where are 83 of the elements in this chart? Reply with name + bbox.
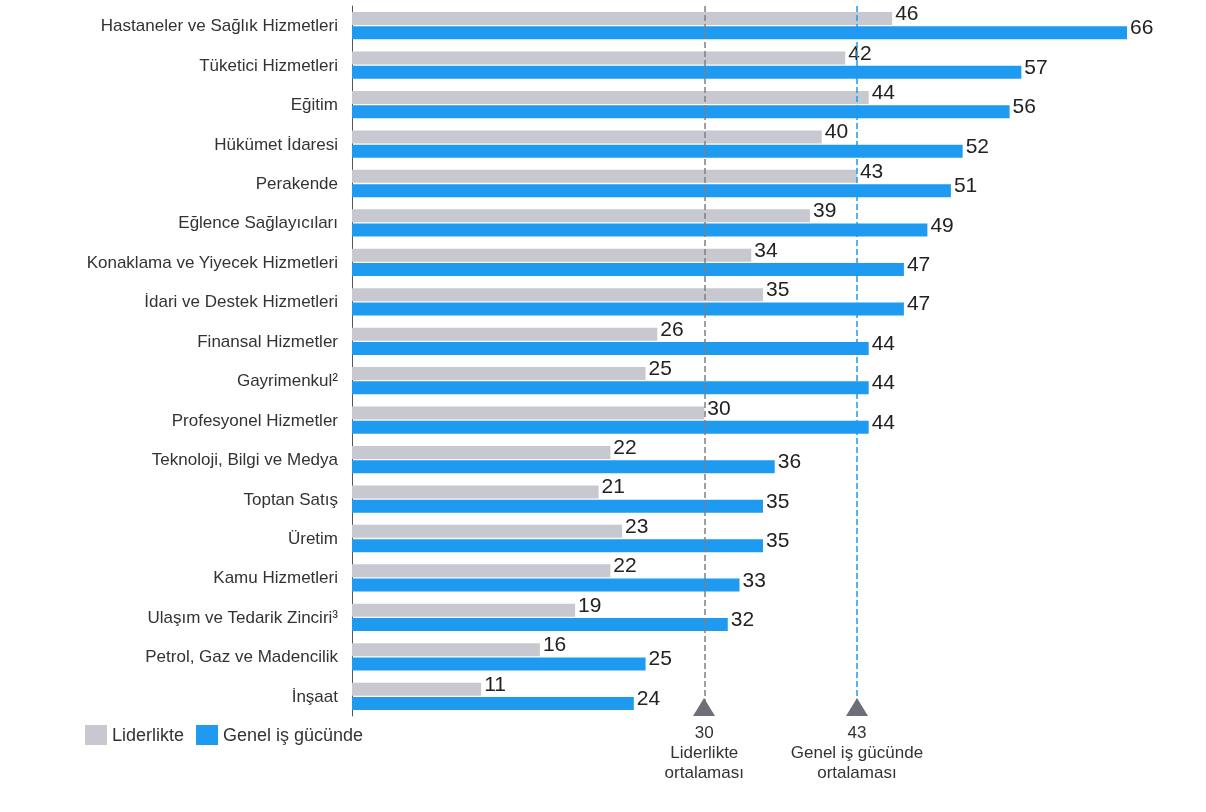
legend-label: Genel iş gücünde (223, 725, 364, 745)
bar (352, 603, 576, 617)
data-label: 25 (648, 646, 672, 670)
data-label: 51 (953, 173, 978, 197)
bar (352, 564, 611, 578)
bar (352, 578, 740, 592)
data-label: 52 (965, 133, 989, 157)
data-label: 25 (648, 356, 672, 380)
y-tick-label: Hastaneler ve Sağlık Hizmetleri (100, 16, 338, 36)
y-tick-label: Konaklama ve Yiyecek Hizmetleri (86, 252, 338, 272)
y-tick-label: Kamu Hizmetleri (213, 568, 338, 588)
bar (352, 696, 634, 710)
bar (352, 682, 482, 696)
y-tick-label: Toptan Satış (243, 489, 338, 509)
data-label: 44 (871, 79, 896, 103)
bar (352, 169, 857, 183)
y-tick-label: Finansal Hizmetler (197, 331, 339, 351)
bar (352, 485, 599, 499)
data-label: 40 (824, 119, 849, 143)
bar (352, 618, 728, 632)
data-label: 42 (848, 40, 872, 64)
ref-line-label: 30 Liderlikte ortalaması (664, 722, 744, 782)
data-label: 47 (906, 252, 931, 276)
y-tick-label: Tüketici Hizmetleri (199, 55, 338, 75)
bar (352, 130, 822, 144)
y-tick-label: Teknoloji, Bilgi ve Medya (151, 450, 339, 470)
data-label: 39 (812, 198, 837, 222)
bar (352, 643, 540, 657)
bar (352, 248, 752, 262)
bar (352, 445, 611, 459)
y-tick-label: Perakende (255, 174, 338, 193)
data-label: 16 (542, 632, 567, 656)
data-label: 11 (484, 671, 506, 695)
data-label: 47 (906, 291, 931, 315)
bar (352, 367, 646, 381)
y-tick-label: Eğitim (290, 95, 338, 115)
y-tick-label: Üretim (287, 529, 338, 548)
bar (352, 657, 646, 671)
data-label: 19 (578, 592, 602, 616)
data-label: 23 (625, 513, 649, 537)
data-label: 36 (777, 449, 802, 473)
data-label: 21 (601, 474, 625, 498)
data-label: 46 (895, 1, 919, 25)
bar (352, 406, 705, 420)
y-tick-label: Gayrimenkul² (236, 371, 339, 391)
bar (352, 51, 846, 65)
data-label: 49 (930, 212, 954, 236)
data-label: 43 (859, 158, 884, 182)
bar (352, 327, 658, 341)
data-label: 30 (707, 395, 731, 419)
data-label: 24 (636, 685, 661, 709)
ref-line-label: 43 Genel iş gücünde ortalaması (790, 722, 924, 782)
bar (352, 288, 763, 302)
data-label: 32 (730, 607, 755, 631)
y-tick-label: Petrol, Gaz ve Madencilik (145, 647, 339, 667)
y-tick-label: İdari ve Destek Hizmetleri (144, 292, 338, 312)
data-label: 44 (871, 330, 896, 354)
data-label: 57 (1024, 54, 1048, 78)
data-label: 35 (766, 528, 790, 552)
data-label: 56 (1012, 94, 1036, 118)
bar (352, 524, 623, 538)
data-label: 35 (766, 488, 790, 512)
data-label: 26 (660, 316, 684, 340)
data-label: 34 (754, 237, 778, 261)
data-label: 35 (766, 277, 790, 301)
y-tick-label: Profesyonel Hizmetler (171, 410, 339, 430)
data-label: 66 (1130, 15, 1154, 39)
data-label: 22 (613, 434, 637, 458)
bar (352, 209, 810, 223)
data-label: 44 (871, 409, 896, 433)
bar (352, 499, 763, 513)
y-tick-label: Hükümet İdaresi (214, 134, 338, 154)
y-tick-label: Eğlence Sağlayıcıları (178, 213, 338, 233)
bar (352, 460, 775, 474)
data-label: 22 (613, 553, 637, 577)
y-tick-label: Ulaşım ve Tedarik Zinciri³ (147, 607, 339, 627)
data-label: 44 (871, 370, 896, 394)
legend-label: Liderlikte (112, 725, 185, 745)
bar (352, 539, 763, 553)
y-tick-label: İnşaat (291, 686, 339, 706)
bar (352, 90, 869, 104)
bar (352, 12, 893, 26)
data-label: 33 (742, 567, 766, 591)
